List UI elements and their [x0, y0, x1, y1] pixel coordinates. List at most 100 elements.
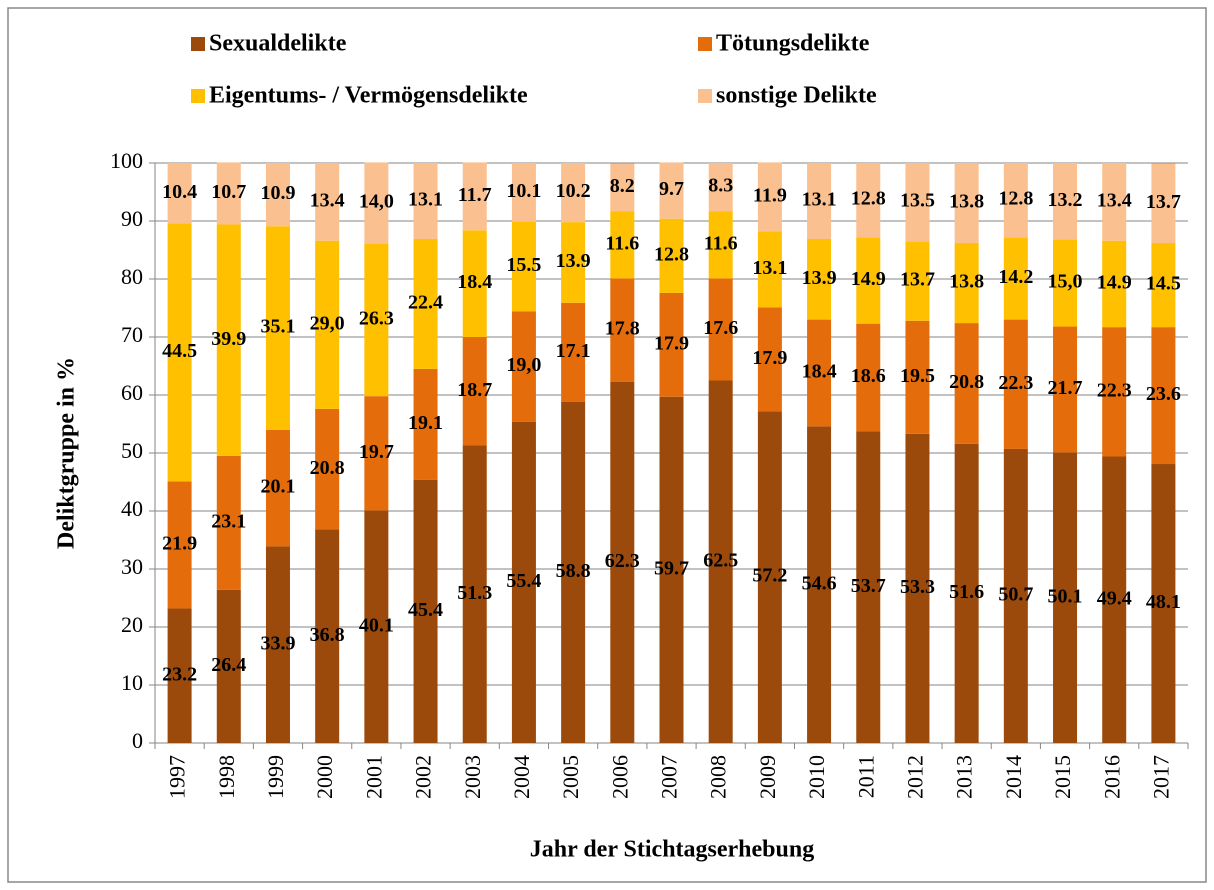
x-tick-label: 2004 — [509, 755, 534, 799]
value-label: 12.8 — [998, 188, 1033, 210]
bar-segment — [1151, 243, 1176, 328]
value-label: 19.7 — [359, 441, 394, 463]
value-label: 13.9 — [802, 267, 837, 289]
bar-segment — [167, 608, 192, 743]
value-label: 53.3 — [900, 576, 935, 598]
value-label: 14.5 — [1146, 273, 1181, 295]
bar-segment — [757, 162, 782, 232]
bar-segment — [856, 237, 881, 324]
x-tick-label: 2008 — [706, 755, 731, 799]
value-label: 19,0 — [506, 354, 541, 376]
bar-segment — [856, 163, 881, 238]
bar-segment — [807, 163, 832, 239]
value-label: 26.4 — [211, 654, 246, 676]
value-label: 12.8 — [654, 243, 689, 265]
x-tick-label: 2002 — [411, 755, 436, 799]
value-label: 9.7 — [659, 178, 684, 200]
bar-segment — [265, 546, 290, 743]
bar-segment — [954, 163, 979, 244]
bar-segment — [856, 323, 881, 432]
x-tick-label: 2005 — [558, 755, 583, 799]
y-tick-label: 50 — [121, 438, 143, 463]
value-label: 45.4 — [408, 599, 443, 621]
value-label: 22.4 — [408, 292, 443, 314]
bar-segment — [807, 238, 832, 320]
bar-segment — [561, 163, 586, 223]
bar-segment — [462, 337, 487, 446]
value-label: 17.8 — [605, 318, 640, 340]
value-label: 14.9 — [851, 268, 886, 290]
bar-segment — [610, 211, 635, 279]
value-label: 13.1 — [802, 189, 837, 211]
y-tick-label: 60 — [121, 380, 143, 405]
bar-segment — [708, 163, 733, 212]
value-label: 62.5 — [703, 549, 738, 571]
value-label: 10.1 — [506, 180, 541, 202]
legend-swatch — [191, 89, 205, 103]
value-label: 17.9 — [654, 332, 689, 354]
value-label: 8.3 — [708, 175, 733, 197]
legend-label: Sexualdelikte — [209, 31, 347, 57]
value-label: 35.1 — [260, 316, 295, 338]
bar-segment — [807, 426, 832, 743]
x-tick-label: 2012 — [902, 755, 927, 799]
value-label: 53.7 — [851, 575, 886, 597]
y-tick-label: 90 — [121, 206, 143, 231]
bar-segment — [462, 230, 487, 337]
y-tick-label: 20 — [121, 612, 143, 637]
value-label: 14,0 — [359, 191, 394, 213]
x-tick-label: 1998 — [214, 755, 239, 799]
bar-segment — [413, 238, 438, 369]
value-label: 55.4 — [506, 570, 541, 592]
value-label: 36.8 — [310, 624, 345, 646]
bar-segment — [511, 221, 536, 312]
x-tick-label: 2007 — [657, 755, 682, 799]
bar-segment — [1003, 237, 1028, 320]
x-tick-label: 2013 — [952, 755, 977, 799]
y-tick-label: 30 — [121, 554, 143, 579]
bar-segment — [610, 278, 635, 382]
bar-segment — [757, 411, 782, 743]
value-label: 17.9 — [752, 347, 787, 369]
value-label: 13.4 — [1097, 189, 1132, 211]
bar-segment — [1003, 448, 1028, 743]
value-label: 15.5 — [506, 254, 541, 276]
value-label: 10.2 — [556, 180, 591, 202]
value-label: 10.7 — [211, 181, 246, 203]
bar-segment — [905, 433, 930, 743]
value-label: 13.2 — [1048, 189, 1083, 211]
value-label: 11.6 — [605, 232, 639, 254]
x-tick-label: 2003 — [460, 755, 485, 799]
value-label: 20.8 — [949, 371, 984, 393]
value-label: 40.1 — [359, 614, 394, 636]
bar-segment — [659, 396, 684, 743]
value-label: 12.8 — [851, 188, 886, 210]
bar-segment — [364, 162, 389, 244]
bar-segment — [708, 278, 733, 381]
bar-segment — [511, 163, 536, 222]
value-label: 18.4 — [457, 271, 492, 293]
bar-segment — [167, 163, 192, 224]
bar-segment — [757, 307, 782, 412]
x-tick-label: 2017 — [1148, 755, 1173, 799]
legend-swatch — [698, 89, 712, 103]
bar-segment — [807, 319, 832, 427]
bar-segment — [856, 431, 881, 743]
value-label: 13.8 — [949, 271, 984, 293]
value-label: 58.8 — [556, 560, 591, 582]
bar-segment — [364, 510, 389, 743]
bar-segment — [610, 381, 635, 743]
value-label: 19.1 — [408, 412, 443, 434]
bar-segment — [364, 396, 389, 511]
value-label: 10.4 — [162, 181, 197, 203]
value-label: 62.3 — [605, 550, 640, 572]
bar-segment — [315, 240, 340, 409]
bar-segment — [364, 243, 389, 397]
value-label: 13.1 — [408, 189, 443, 211]
x-tick-label: 2009 — [755, 755, 780, 799]
bar-segment — [315, 163, 340, 241]
value-label: 50.1 — [1048, 585, 1083, 607]
value-label: 11.7 — [458, 184, 492, 206]
bar-segment — [1102, 327, 1127, 457]
value-label: 14.2 — [998, 266, 1033, 288]
